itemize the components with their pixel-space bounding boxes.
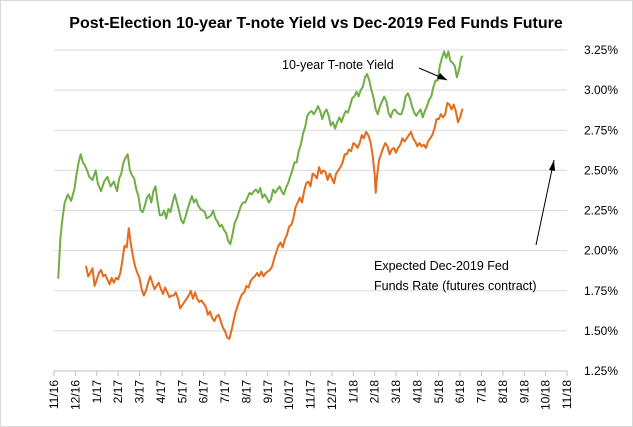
y-tick-label: 3.25% bbox=[584, 43, 618, 57]
x-tick-label: 5/18 bbox=[432, 380, 446, 404]
x-tick-label: 11/18 bbox=[560, 380, 574, 409]
annotation-futures-label-line1: Expected Dec-2019 Fed bbox=[374, 259, 509, 273]
x-tick-label: 3/18 bbox=[389, 380, 403, 404]
x-tick-label: 5/17 bbox=[175, 380, 189, 404]
annotation-arrow-futures bbox=[535, 159, 555, 246]
x-tick-label: 10/18 bbox=[539, 380, 553, 410]
x-tick-label: 9/18 bbox=[517, 380, 531, 404]
x-tick-label: 11/17 bbox=[304, 380, 318, 409]
x-tick-label: 6/18 bbox=[453, 380, 467, 404]
series-layer bbox=[57, 50, 464, 340]
x-tick-label: 4/18 bbox=[410, 380, 424, 404]
x-tick-label: 7/18 bbox=[475, 380, 489, 404]
arrowhead-yield bbox=[437, 73, 447, 80]
x-tick-label: 9/17 bbox=[261, 380, 275, 404]
x-tick-label: 4/17 bbox=[154, 380, 168, 404]
x-tick-label: 2/18 bbox=[368, 380, 382, 404]
x-tick-label: 2/17 bbox=[111, 380, 125, 404]
y-tick-label: 2.75% bbox=[584, 123, 618, 137]
x-tick-label: 12/17 bbox=[325, 380, 339, 410]
axis-layer: 1.25% 1.50% 1.75% 2.00% 2.25% 2.50% 2.75% 3.00%… bbox=[47, 43, 618, 410]
annotation-yield-label: 10-year T-note Yield bbox=[282, 58, 394, 72]
series-line-10y-yield bbox=[57, 50, 464, 279]
series-line-fed-funds-future bbox=[85, 102, 464, 340]
x-tick-label: 1/17 bbox=[90, 380, 104, 404]
arrowhead-futures bbox=[549, 160, 555, 171]
x-tick-label: 8/18 bbox=[496, 380, 510, 404]
y-tick-label: 2.00% bbox=[584, 244, 618, 258]
x-tick-label: 8/17 bbox=[239, 380, 253, 404]
x-tick-label: 3/17 bbox=[133, 380, 147, 404]
y-tick-label: 1.25% bbox=[584, 364, 618, 378]
annotation-layer: 10-year T-note Yield Expected Dec-2019 F… bbox=[282, 58, 555, 293]
y-tick-label: 1.75% bbox=[584, 284, 618, 298]
x-tick-label: 7/17 bbox=[218, 380, 232, 404]
x-tick-label: 10/17 bbox=[282, 380, 296, 410]
y-tick-label: 1.50% bbox=[584, 324, 618, 338]
y-tick-label: 2.25% bbox=[584, 204, 618, 218]
annotation-futures-label-line2: Funds Rate (futures contract) bbox=[374, 279, 537, 293]
y-tick-label: 2.50% bbox=[584, 163, 618, 177]
x-tick-label: 11/16 bbox=[47, 380, 61, 409]
y-tick-label: 3.00% bbox=[584, 83, 618, 97]
x-tick-label: 1/18 bbox=[346, 380, 360, 404]
x-tick-label: 6/17 bbox=[197, 380, 211, 404]
chart-title: Post-Election 10-year T-note Yield vs De… bbox=[69, 15, 563, 32]
x-tick-label: 12/16 bbox=[68, 380, 82, 410]
